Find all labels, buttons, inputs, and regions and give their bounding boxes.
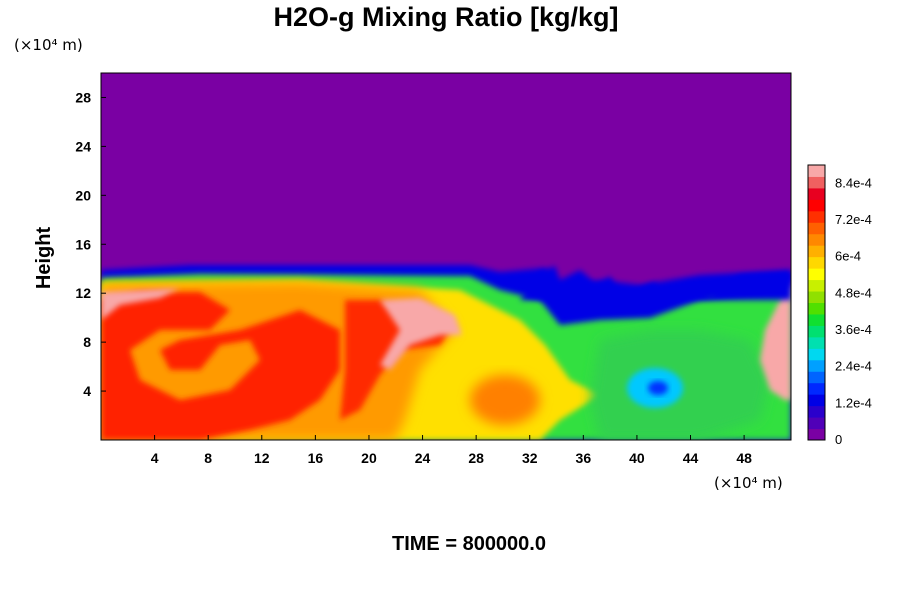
chart-title: H2O-g Mixing Ratio [kg/kg] bbox=[273, 2, 618, 32]
y-axis-unit: (×10⁴ m) bbox=[14, 36, 83, 54]
y-axis-label: Height bbox=[33, 227, 55, 290]
colorbar-swatch bbox=[808, 302, 825, 315]
x-tick-label: 16 bbox=[308, 450, 324, 466]
colorbar-swatch bbox=[808, 371, 825, 384]
x-tick-label: 24 bbox=[415, 450, 431, 466]
field-mid-eddy bbox=[470, 375, 540, 425]
colorbar-swatch bbox=[808, 348, 825, 361]
x-tick-label: 36 bbox=[576, 450, 592, 466]
colorbar-swatch bbox=[808, 245, 825, 258]
y-tick-label: 16 bbox=[75, 236, 91, 252]
colorbar-tick-label: 7.2e-4 bbox=[835, 212, 872, 227]
colorbar-swatch bbox=[808, 428, 825, 441]
colorbar-swatch bbox=[808, 165, 825, 177]
field-top-jets bbox=[520, 266, 791, 300]
colorbar: 0 1.2e-4 2.4e-4 3.6e-4 4.8e-4 6e-4 7.2e-4 8.4e-… bbox=[807, 164, 872, 447]
colorbar-swatch bbox=[808, 210, 825, 223]
colorbar-swatch bbox=[808, 176, 825, 189]
y-tick-label: 24 bbox=[75, 138, 91, 154]
x-tick-label: 44 bbox=[683, 450, 699, 466]
colorbar-frame bbox=[807, 164, 826, 441]
y-tick-label: 20 bbox=[75, 187, 91, 203]
colorbar-swatch bbox=[808, 187, 825, 200]
colorbar-swatch bbox=[808, 291, 825, 303]
colorbar-swatch bbox=[808, 222, 825, 235]
x-tick-label: 32 bbox=[522, 450, 538, 466]
y-tick-label: 4 bbox=[83, 383, 91, 399]
x-tick-label: 4 bbox=[151, 450, 159, 466]
x-tick-label: 20 bbox=[361, 450, 377, 466]
y-tick-label: 28 bbox=[75, 89, 91, 105]
colorbar-swatch bbox=[808, 394, 825, 407]
heatmap-field bbox=[101, 73, 791, 440]
colorbar-swatch bbox=[808, 233, 825, 246]
colorbar-swatch bbox=[808, 268, 825, 281]
colorbar-swatch bbox=[808, 199, 825, 212]
colorbar-tick-label: 1.2e-4 bbox=[835, 395, 872, 410]
colorbar-swatch bbox=[808, 359, 825, 372]
y-tick-label: 12 bbox=[75, 285, 91, 301]
colorbar-swatch bbox=[808, 313, 825, 326]
x-tick-label: 40 bbox=[629, 450, 645, 466]
colorbar-swatch bbox=[808, 256, 825, 269]
field-right-pink-edge bbox=[760, 280, 791, 400]
colorbar-swatch bbox=[808, 382, 825, 395]
x-tick-label: 48 bbox=[736, 450, 752, 466]
field-left-pink-edge bbox=[101, 288, 180, 320]
colorbar-tick-label: 0 bbox=[835, 432, 842, 447]
field-right-eddy-core bbox=[648, 381, 668, 395]
colorbar-swatch bbox=[808, 417, 825, 430]
colorbar-swatch bbox=[808, 325, 825, 338]
colorbar-swatch bbox=[808, 279, 825, 292]
colorbar-tick-label: 4.8e-4 bbox=[835, 285, 872, 300]
field-left-red-swirl bbox=[101, 292, 340, 440]
colorbar-tick-label: 8.4e-4 bbox=[835, 175, 872, 190]
x-tick-label: 12 bbox=[254, 450, 270, 466]
field-plume-pink bbox=[380, 298, 462, 370]
colorbar-swatch bbox=[808, 336, 825, 349]
y-axis-ticks: 4 8 12 16 20 24 28 bbox=[75, 89, 106, 399]
time-annotation: TIME = 800000.0 bbox=[392, 533, 546, 555]
y-tick-label: 8 bbox=[83, 334, 91, 350]
colorbar-tick-label: 6e-4 bbox=[835, 249, 861, 264]
plot-frame bbox=[100, 72, 792, 441]
x-axis-unit: (×10⁴ m) bbox=[714, 474, 783, 492]
colorbar-swatch bbox=[808, 405, 825, 418]
x-tick-label: 28 bbox=[468, 450, 484, 466]
x-axis-ticks: 4 8 12 16 20 24 28 32 36 40 44 48 bbox=[151, 435, 752, 466]
x-tick-label: 8 bbox=[204, 450, 212, 466]
colorbar-tick-label: 2.4e-4 bbox=[835, 359, 872, 374]
colorbar-tick-label: 3.6e-4 bbox=[835, 322, 872, 337]
